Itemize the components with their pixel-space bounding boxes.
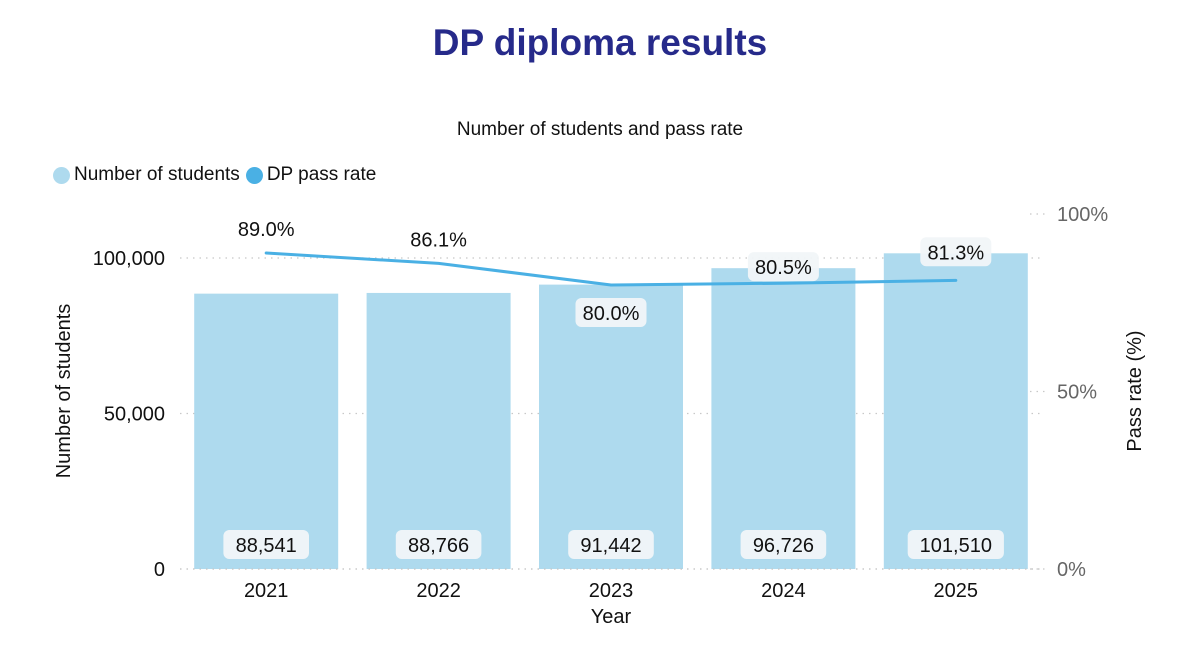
y2-tick-label: 50% (1057, 382, 1097, 404)
y2-tick-label: 100% (1057, 204, 1108, 226)
pass-rate-line[interactable] (264, 251, 958, 287)
line-value-label-box (575, 298, 647, 327)
bar-2025[interactable] (883, 253, 1028, 569)
x-tick-label: 2024 (761, 580, 806, 602)
legend-item-pass-rate[interactable]: DP pass rate (245, 164, 377, 186)
bar-value-label: 88,766 (408, 535, 469, 557)
y-tick-label: 50,000 (104, 404, 165, 426)
x-tick-label: 2025 (934, 580, 979, 602)
bar-value-label: 91,442 (580, 535, 641, 557)
legend: Number of students DP pass rate (53, 164, 382, 186)
x-tick-label: 2021 (244, 580, 289, 602)
chart-subtitle: Number of students and pass rate (456, 119, 744, 140)
y-tick-label: 100,000 (93, 248, 165, 270)
x-tick-label: 2023 (589, 580, 634, 602)
x-tick-label: 2022 (416, 580, 461, 602)
y-tick-label: 0 (154, 559, 165, 581)
bar-2024[interactable] (711, 268, 856, 569)
legend-label-students: Number of students (74, 164, 240, 185)
line-value-label-box (747, 252, 819, 282)
y2-axis-title: Pass rate (%) (1124, 330, 1146, 451)
bar-value-label-box (907, 530, 1004, 559)
bar-value-label-box (740, 530, 827, 559)
legend-swatch-pass-rate (245, 166, 263, 184)
bar-value-label: 88,541 (236, 535, 297, 557)
y2-tick-label: 0% (1057, 559, 1086, 581)
line-value-label: 89.0% (238, 219, 295, 241)
line-value-label-box (920, 237, 992, 267)
line-value-label: 81.3% (927, 242, 984, 264)
x-axis-title: Year (591, 606, 632, 628)
line-value-label: 86.1% (410, 229, 467, 251)
legend-item-students[interactable]: Number of students (53, 164, 240, 186)
chart-title: DP diploma results (432, 22, 768, 63)
bar-value-label-box (395, 530, 482, 559)
bar-value-label-box (568, 530, 654, 559)
bar-2023[interactable] (539, 284, 683, 569)
legend-swatch-students (53, 166, 70, 184)
bar-value-label: 101,510 (920, 535, 992, 557)
y-axis-title: Number of students (53, 304, 75, 479)
bar-value-label: 96,726 (753, 535, 814, 557)
line-value-label: 80.0% (583, 303, 640, 325)
bar-2022[interactable] (366, 292, 511, 569)
bar-value-label-box (223, 530, 309, 559)
bar-2021[interactable] (194, 293, 339, 569)
line-value-label: 80.5% (755, 257, 812, 279)
legend-label-pass-rate: DP pass rate (266, 164, 377, 185)
